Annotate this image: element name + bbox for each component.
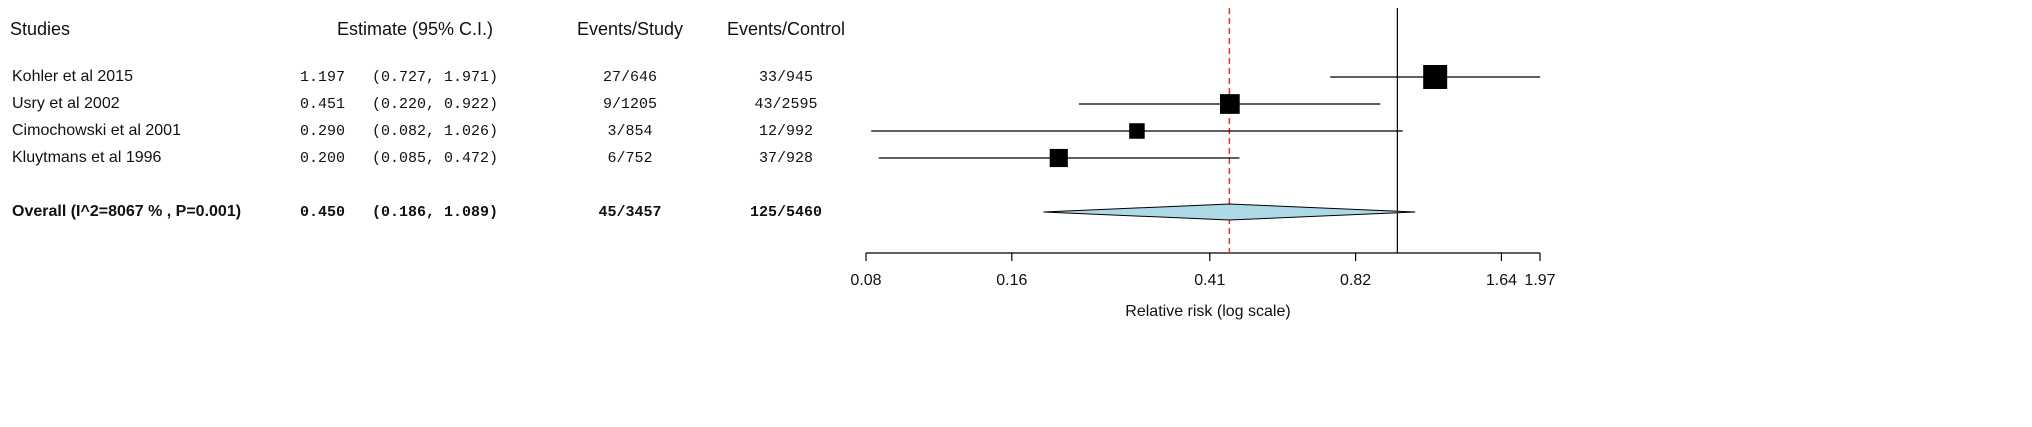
- x-tick-label: 0.08: [850, 272, 881, 289]
- x-tick-label: 0.41: [1194, 272, 1225, 289]
- events-control: 37/928: [759, 150, 813, 167]
- header-estimate: Estimate (95% C.I.): [337, 19, 493, 39]
- events-control: 12/992: [759, 123, 813, 140]
- header-studies: Studies: [10, 19, 70, 39]
- overall-label: Overall (I^2=8067 % , P=0.001): [12, 203, 241, 220]
- ci-label: (0.220, 0.922): [372, 96, 498, 113]
- ci-label: (0.085, 0.472): [372, 150, 498, 167]
- estimate-label: 1.197: [300, 69, 345, 86]
- x-tick-label: 1.97: [1524, 272, 1555, 289]
- estimate-box: [1423, 65, 1448, 89]
- study-name: Kluytmans et al 1996: [12, 149, 162, 166]
- events-study: 6/752: [607, 150, 652, 167]
- estimate-label: 0.451: [300, 96, 345, 113]
- estimate-box: [1129, 123, 1145, 139]
- x-tick-label: 1.64: [1486, 272, 1517, 289]
- overall-events-control: 125/5460: [750, 204, 822, 221]
- overall-events-study: 45/3457: [598, 204, 661, 221]
- estimate-label: 0.290: [300, 123, 345, 140]
- events-study: 9/1205: [603, 96, 657, 113]
- events-control: 43/2595: [754, 96, 817, 113]
- header-events-control: Events/Control: [727, 19, 845, 39]
- study-name: Kohler et al 2015: [12, 68, 133, 85]
- overall-ci: (0.186, 1.089): [372, 204, 498, 221]
- study-name: Usry et al 2002: [12, 95, 120, 112]
- events-study: 3/854: [607, 123, 652, 140]
- events-study: 27/646: [603, 69, 657, 86]
- overall-estimate: 0.450: [300, 204, 345, 221]
- overall-diamond: [1043, 203, 1416, 221]
- header-events-study: Events/Study: [577, 19, 683, 39]
- ci-label: (0.727, 1.971): [372, 69, 498, 86]
- study-name: Cimochowski et al 2001: [12, 122, 181, 139]
- x-tick-label: 0.16: [996, 272, 1027, 289]
- x-axis-label: Relative risk (log scale): [1125, 303, 1290, 320]
- events-control: 33/945: [759, 69, 813, 86]
- x-tick-label: 0.82: [1340, 272, 1371, 289]
- estimate-box: [1219, 94, 1240, 114]
- estimate-box: [1049, 148, 1068, 168]
- ci-label: (0.082, 1.026): [372, 123, 498, 140]
- estimate-label: 0.200: [300, 150, 345, 167]
